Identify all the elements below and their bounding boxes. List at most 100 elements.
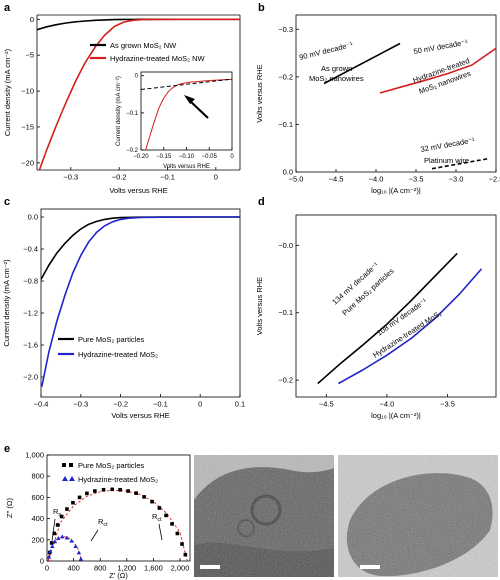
legend-a-label-hydrazine: Hydrazine-treated MoS₂ NW <box>110 54 206 63</box>
e-series-0-point <box>49 541 54 545</box>
b-xtick-label: −4.0 <box>369 175 384 184</box>
e-xtick-label: 800 <box>94 564 107 573</box>
b-xtick-label: −3.0 <box>449 175 464 184</box>
chart-e: 0 400 800 1,200 1,600 2,000 0 200 400 600 800 1,000… <box>5 451 191 580</box>
e-series-1-point <box>56 536 61 541</box>
chart-c: −0.4 −0.3 −0.2 −0.1 0 0.1 0.0 −0.4 −0.8 −1.2 −1.6 −… <box>2 208 245 420</box>
e-ytick-label: 1,000 <box>25 451 44 460</box>
annotation-e-rct-large: Rct <box>152 512 162 523</box>
e-series-1-point <box>48 549 53 554</box>
e-series-1-point <box>69 538 74 543</box>
legend-c-label-hydrazine: Hydrazine-treated MoS₂ <box>78 350 158 359</box>
legend-c: Pure MoS₂ particles Hydrazine-treated Mo… <box>58 335 158 359</box>
b-ytick-label: −0.1 <box>278 120 293 129</box>
b-xtick-label: −5.0 <box>289 175 304 184</box>
c-xtick-label: 0.1 <box>235 400 245 409</box>
panel-label-a: a <box>4 2 11 14</box>
a-x-axis-label: Volts versus RHE <box>109 186 167 195</box>
annotation-b-slope-pt: 32 mV decade⁻¹ <box>420 135 476 153</box>
a-ytick-label: −15 <box>21 122 34 131</box>
legend-a-label-asgrown: As grown MoS₂ NW <box>110 41 177 50</box>
c-xtick-label: −0.1 <box>153 400 168 409</box>
panel-label-c: c <box>4 196 10 208</box>
a-inset-ytick-label: −0.2 <box>126 148 139 154</box>
e-series-0-point <box>77 495 82 500</box>
a-series-0-line <box>37 18 240 31</box>
e-series-0-point <box>150 499 154 504</box>
e-series-0-point <box>126 489 130 493</box>
d-x-axis-label: log₁₀ |(A cm⁻²)| <box>371 411 421 420</box>
legend-e-label-hydrazine: Hydrazine-treated MoS₂ <box>78 475 158 484</box>
b-xtick-label: −2.5 <box>489 175 500 184</box>
e-xtick-label: 1,200 <box>117 564 136 573</box>
a-ytick-label: 0 <box>30 15 34 24</box>
e-series-1-point <box>50 543 55 548</box>
e-ytick-label: 400 <box>31 514 44 523</box>
b-plot-area <box>323 42 496 170</box>
a-xtick-label: −0.3 <box>63 173 78 182</box>
a-inset-xtick-label: −0.10 <box>179 154 195 160</box>
e-xtick-label: 0 <box>45 564 49 573</box>
e-series-1-point <box>78 556 84 561</box>
a-inset-series-1-line <box>141 78 232 90</box>
a-xtick-label: −0.1 <box>160 173 175 182</box>
a-xtick-label: 0 <box>214 173 218 182</box>
annotation-b-asgrown-2: MoS₂ nanowires <box>309 74 364 83</box>
annotations-d: 134 mV decade⁻¹ Pure MoS₂ particles 108 … <box>330 260 443 360</box>
a-inset-series-0-line <box>145 78 232 150</box>
e-series-0-point <box>180 542 184 546</box>
b-x-axis-label: log₁₀ |(A cm⁻²)| <box>371 186 421 195</box>
panel-label-d: d <box>258 196 265 208</box>
d-xtick-label: −4.5 <box>319 400 334 409</box>
e-plot-frame <box>46 454 191 562</box>
e-ytick-label: 0 <box>40 557 44 566</box>
e-fit-line-1 <box>47 535 83 561</box>
a-series-1-line <box>38 18 240 170</box>
e-series-1-point <box>64 535 70 540</box>
micrograph-g-texture <box>338 455 498 577</box>
e-series-0-point <box>157 506 162 510</box>
b-xtick-label: −3.5 <box>409 175 424 184</box>
e-series-1-point <box>52 539 58 544</box>
c-xtick-label: −0.4 <box>34 400 49 409</box>
a-inset-xtick-label: −0.15 <box>156 154 172 160</box>
annotation-b-slope-asgrown: 90 mV decade⁻¹ <box>298 40 354 62</box>
d-plot-frame <box>295 214 497 398</box>
panel-label-b: b <box>258 2 265 14</box>
legend-e-marker-hydrazine-2 <box>69 476 75 481</box>
c-xtick-label: −0.3 <box>73 400 88 409</box>
panel-label-e: e <box>4 443 10 455</box>
e-series-0-point <box>142 495 146 499</box>
e-fit-line-0 <box>47 489 188 561</box>
d-xtick-label: −4.0 <box>380 400 395 409</box>
annotation-b-asgrown-1: As grown <box>321 64 352 73</box>
e-series-0-point <box>175 531 180 536</box>
annotation-b-slope-hydrazine: 50 mV decade⁻¹ <box>413 37 469 55</box>
e-series-1-point <box>47 554 52 559</box>
inset-arrow <box>184 95 209 119</box>
a-inset-x-axis-label: Volts versus RHE <box>163 164 210 170</box>
e-series-0-point <box>55 523 60 527</box>
c-ytick-label: −1.6 <box>23 341 38 350</box>
annotation-e-rct-small: Rct <box>98 517 108 528</box>
b-plot-frame <box>295 14 497 173</box>
e-xtick-label: 1,600 <box>144 564 163 573</box>
e-series-0-point <box>52 531 57 536</box>
e-xtick-label: 2,000 <box>171 564 190 573</box>
d-ytick-label: −0.1 <box>278 308 293 317</box>
c-ytick-label: −1.2 <box>23 309 38 318</box>
e-series-0-point <box>85 491 89 496</box>
annotations-e: Rs Rct Rct <box>51 507 163 542</box>
d-plot-area <box>317 252 483 385</box>
e-series-0-point <box>170 522 174 526</box>
d-xtick-label: −3.5 <box>440 400 455 409</box>
c-plot-frame <box>40 208 241 398</box>
panel-f-micrograph <box>194 455 334 577</box>
c-x-axis-label: Volts versus RHE <box>111 411 169 420</box>
c-plot-area <box>41 216 240 387</box>
a-ytick-label: −5 <box>25 51 34 60</box>
chart-b: −5.0 −4.5 −4.0 −3.5 −3.0 −2.5 0.0 −0.1 −0.2 −0.3 l… <box>255 14 500 195</box>
a-ytick-label: −20 <box>21 158 34 167</box>
a-inset-xtick-label: −0.05 <box>202 154 218 160</box>
